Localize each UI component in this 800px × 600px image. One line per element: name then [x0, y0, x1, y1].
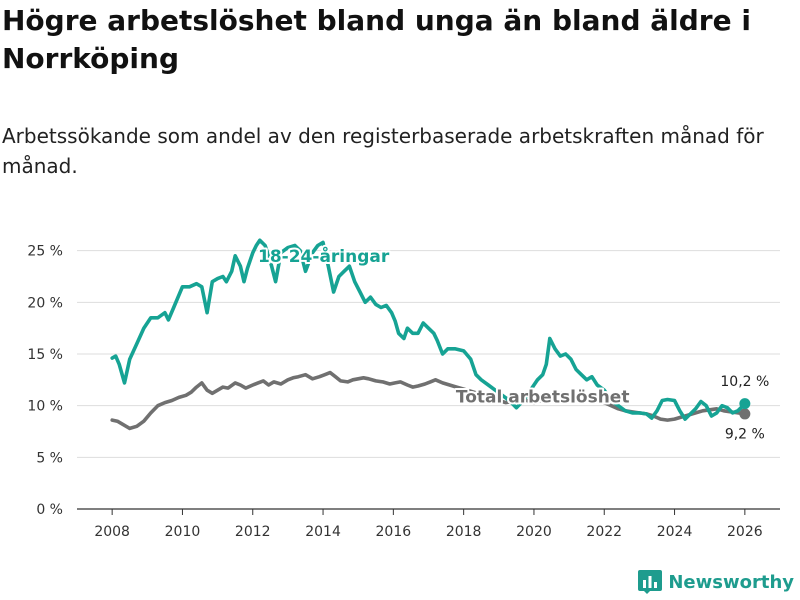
y-tick-label: 0 %	[36, 502, 63, 518]
end-label-total: 9,2 %	[725, 427, 765, 443]
chart-labels: 18-24-åringar Total arbetslöshet 10,2 % 9,2…	[256, 243, 769, 443]
x-tick-label: 2010	[165, 524, 201, 540]
x-tick-label: 2014	[305, 524, 341, 540]
brand-name: Newsworthy	[668, 571, 794, 593]
y-tick-label: 5 %	[36, 450, 63, 466]
x-tick-label: 2018	[446, 524, 482, 540]
page-title: Högre arbetslöshet bland unga än bland ä…	[2, 4, 751, 75]
y-tick-label: 20 %	[27, 295, 63, 311]
page-subtitle: Arbetssökande som andel av den registerb…	[2, 124, 764, 178]
x-tick-label: 2008	[94, 524, 130, 540]
chart-series	[110, 238, 751, 431]
y-tick-label: 15 %	[27, 347, 63, 363]
y-axis-ticks: 0 % 5 % 10 % 15 % 20 % 25 %	[27, 244, 63, 518]
x-tick-label: 2022	[586, 524, 622, 540]
series-line-youth	[110, 238, 747, 421]
newsworthy-brand: Newsworthy	[638, 570, 794, 594]
chart-gridlines	[77, 250, 780, 510]
x-tick-label: 2012	[235, 524, 271, 540]
x-axis-ticks: 2008 2010 2012 2014 2016 2018 2020 2022 2024 2026	[94, 509, 763, 540]
x-tick-label: 2020	[516, 524, 552, 540]
series-line-total	[110, 370, 747, 431]
y-tick-label: 25 %	[27, 244, 63, 260]
x-tick-label: 2026	[727, 524, 763, 540]
series-label-total: Total arbetslöshet	[456, 388, 630, 408]
x-tick-label: 2024	[657, 524, 693, 540]
bar-chart-logo-icon	[638, 570, 663, 594]
end-point-youth	[739, 398, 751, 410]
end-point-total	[739, 408, 751, 420]
series-label-youth: 18-24-åringar	[258, 245, 390, 267]
x-tick-label: 2016	[376, 524, 412, 540]
end-label-youth: 10,2 %	[720, 374, 769, 390]
y-tick-label: 10 %	[27, 399, 63, 415]
